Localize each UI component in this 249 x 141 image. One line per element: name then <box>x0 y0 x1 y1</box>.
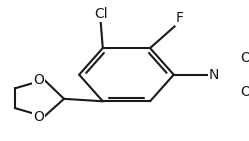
Text: Cl: Cl <box>94 7 108 21</box>
Text: F: F <box>176 11 184 25</box>
Text: O: O <box>33 110 44 124</box>
Text: N: N <box>209 68 219 82</box>
Text: O: O <box>33 73 44 87</box>
Text: O: O <box>240 85 249 99</box>
Text: O: O <box>240 51 249 65</box>
